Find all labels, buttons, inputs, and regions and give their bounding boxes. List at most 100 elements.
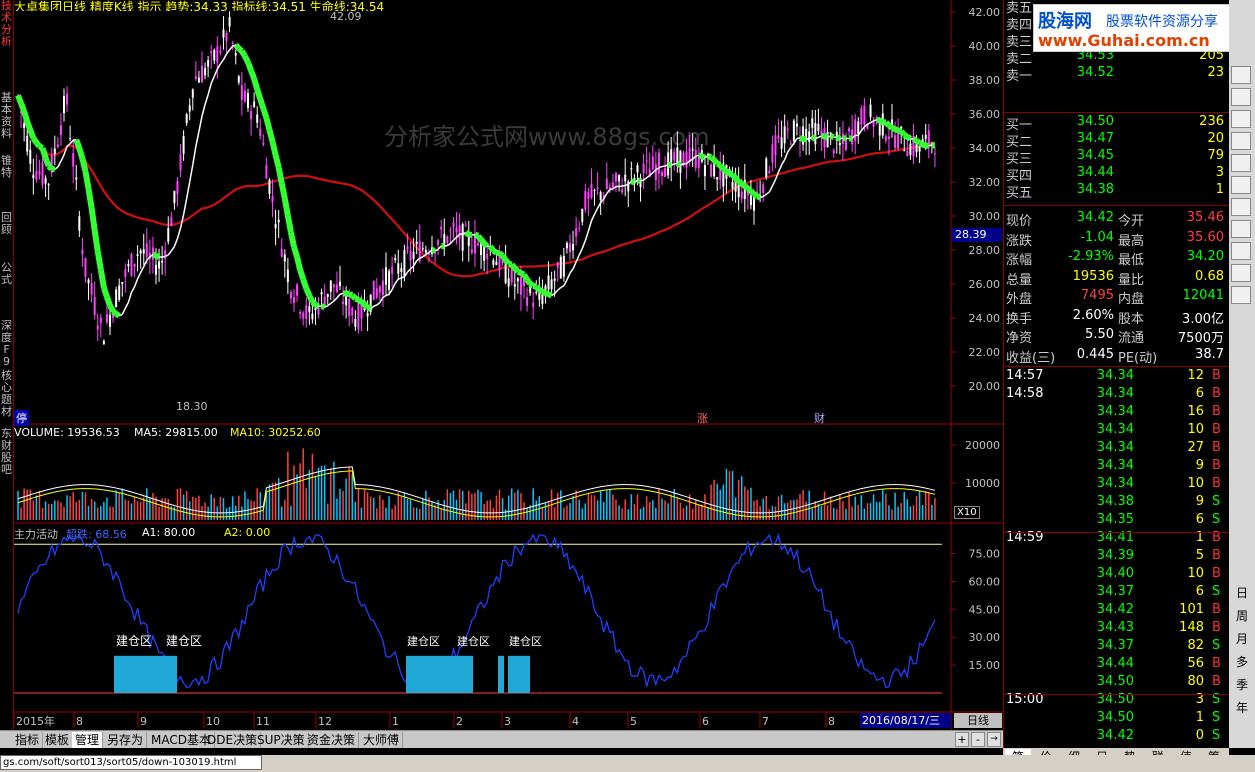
scroll-button[interactable]: → xyxy=(987,732,1001,747)
zoom-out-button[interactable]: - xyxy=(971,732,985,747)
left-tab-technical[interactable]: 技术分析 xyxy=(1,0,12,48)
tick-row[interactable]: 15:00 34.50 3 S xyxy=(1004,692,1230,709)
tab-template[interactable]: 模板 xyxy=(42,732,74,748)
period-selector[interactable]: 日线 xyxy=(954,713,1002,728)
candle-body xyxy=(29,149,32,164)
stat-row[interactable]: 涨跌 -1.04 最高 35.60 xyxy=(1004,230,1230,249)
tick-row[interactable]: 34.44 56 B xyxy=(1004,656,1230,673)
kline-chart[interactable]: 42.00 40.00 38.00 36.00 34.00 32.00 30.00 28.00… xyxy=(13,0,1002,730)
zoom-in-button[interactable]: + xyxy=(955,732,969,747)
trend-line-segment xyxy=(575,254,580,263)
stat-row[interactable]: 总量 19536 量比 0.68 xyxy=(1004,269,1230,288)
tick-row[interactable]: 34.39 5 B xyxy=(1004,548,1230,565)
left-tab-forum[interactable]: 东财股吧 xyxy=(1,427,12,476)
candle-body xyxy=(789,143,792,145)
event-label-rise[interactable]: 涨 xyxy=(697,412,708,425)
tab-indicator[interactable]: 指标 xyxy=(12,732,44,748)
sell-row[interactable]: 卖一 34.52 23 xyxy=(1004,65,1230,84)
tick-price: 34.50 xyxy=(1096,674,1134,689)
candle-body xyxy=(452,223,455,228)
grid-icon[interactable] xyxy=(1231,110,1251,128)
period-button[interactable]: 多 xyxy=(1235,655,1248,669)
trend-line-segment xyxy=(765,191,770,195)
chart-area[interactable]: 42.00 40.00 38.00 36.00 34.00 32.00 30.00 28.00… xyxy=(13,0,1002,730)
tab-sup[interactable]: SUP决策 xyxy=(254,732,309,748)
stat-row[interactable]: 外盘 7495 内盘 12041 xyxy=(1004,288,1230,307)
tab-macd[interactable]: MACD基本 xyxy=(148,732,215,748)
chart-icon[interactable] xyxy=(1231,66,1251,84)
tick-side: B xyxy=(1212,656,1221,671)
stat-row[interactable]: 换手 2.60% 股本 3.00亿 xyxy=(1004,308,1230,327)
tick-row[interactable]: 34.34 9 B xyxy=(1004,458,1230,475)
buy-row[interactable]: 买二 34.47 20 xyxy=(1004,131,1230,150)
left-tab-formula[interactable]: 公式 xyxy=(1,261,12,286)
left-tab-review[interactable]: 回顾 xyxy=(1,211,12,236)
tick-row[interactable]: 34.34 10 B xyxy=(1004,422,1230,439)
divider xyxy=(1004,694,1230,695)
buy-row[interactable]: 买一 34.50 236 xyxy=(1004,114,1230,133)
left-tab-core-topic[interactable]: 核心题材 xyxy=(1,369,12,418)
tick-volume: 1 xyxy=(1195,530,1204,545)
tick-row[interactable]: 34.43 148 B xyxy=(1004,620,1230,637)
tick-row[interactable]: 34.40 10 B xyxy=(1004,566,1230,583)
sell-row[interactable]: 卖四 xyxy=(1004,14,1230,33)
stat-row[interactable]: 现价 34.42 今开 35.46 xyxy=(1004,210,1230,229)
line-icon[interactable] xyxy=(1231,154,1251,172)
stat-row[interactable]: 净资 5.50 流通 7500万 xyxy=(1004,327,1230,346)
event-label-finance[interactable]: 财 xyxy=(814,412,825,425)
trend-line-segment xyxy=(118,313,123,317)
tick-row[interactable]: 34.37 6 S xyxy=(1004,584,1230,601)
left-tab-basic-info[interactable]: 基本资料 xyxy=(1,91,12,140)
stat-row[interactable]: 收益(三) 0.445 PE(动) 38.7 xyxy=(1004,347,1230,366)
stat-row[interactable]: 涨幅 -2.93% 最低 34.20 xyxy=(1004,249,1230,268)
period-button[interactable]: 周 xyxy=(1235,609,1248,623)
refresh-icon[interactable] xyxy=(1231,286,1251,304)
tick-row[interactable]: 14:58 34.34 6 B xyxy=(1004,386,1230,403)
trend-line-segment xyxy=(578,248,583,256)
tab-master[interactable]: 大师傅 xyxy=(360,732,404,748)
tab-dde[interactable]: DDE决策 xyxy=(204,732,262,748)
tab-save-as[interactable]: 另存为 xyxy=(104,732,148,748)
buy-row[interactable]: 买四 34.44 3 xyxy=(1004,165,1230,184)
tick-row[interactable]: 14:59 34.41 1 B xyxy=(1004,530,1230,547)
tick-row[interactable]: 34.35 6 S xyxy=(1004,512,1230,529)
tick-row[interactable]: 34.50 1 S xyxy=(1004,710,1230,727)
sell-row[interactable]: 卖五 xyxy=(1004,0,1230,16)
tick-row[interactable]: 34.42 101 B xyxy=(1004,602,1230,619)
list-icon[interactable] xyxy=(1231,88,1251,106)
period-button[interactable]: 年 xyxy=(1235,701,1248,715)
tab-manage[interactable]: 管理 xyxy=(72,732,104,748)
tick-row[interactable]: 34.38 9 S xyxy=(1004,494,1230,511)
candle-body xyxy=(400,268,403,272)
tick-price: 34.43 xyxy=(1096,620,1134,635)
period-button[interactable]: 月 xyxy=(1235,632,1248,646)
tick-row[interactable]: 34.42 0 S xyxy=(1004,728,1230,745)
tick-row[interactable]: 34.37 82 S xyxy=(1004,638,1230,655)
fs-icon[interactable] xyxy=(1231,264,1251,282)
trend-line-segment xyxy=(320,303,326,311)
tick-row[interactable]: 14:57 34.34 12 B xyxy=(1004,368,1230,385)
period-button[interactable]: 季 xyxy=(1235,678,1248,692)
news-icon[interactable] xyxy=(1231,242,1251,260)
buy-row[interactable]: 买三 34.45 79 xyxy=(1004,148,1230,167)
period-button[interactable]: 日 xyxy=(1235,586,1248,600)
bar-icon[interactable] xyxy=(1231,132,1251,150)
trend-line-segment xyxy=(818,135,822,139)
tick-side: B xyxy=(1212,476,1221,491)
event-label-suspend[interactable]: 停 xyxy=(14,410,29,426)
tick-row[interactable]: 34.34 27 B xyxy=(1004,440,1230,457)
left-tab-2[interactable]: 锥特 xyxy=(1,154,12,179)
trend-line-segment xyxy=(391,282,396,290)
trend-line-segment xyxy=(170,246,176,252)
left-tab-depth[interactable]: 深度F9 xyxy=(1,319,12,368)
nav-icon[interactable] xyxy=(1231,220,1251,238)
tick-row[interactable]: 34.50 80 B xyxy=(1004,674,1230,691)
rsi-icon[interactable] xyxy=(1231,198,1251,216)
tick-row[interactable]: 34.34 16 B xyxy=(1004,404,1230,421)
tick-row[interactable]: 34.34 10 B xyxy=(1004,476,1230,493)
candle-body xyxy=(774,135,777,156)
buy-row[interactable]: 买五 34.38 1 xyxy=(1004,182,1230,201)
f10-icon[interactable] xyxy=(1231,176,1251,194)
tab-fund[interactable]: 资金决策 xyxy=(304,732,360,748)
tick-time: 14:58 xyxy=(1006,386,1044,401)
